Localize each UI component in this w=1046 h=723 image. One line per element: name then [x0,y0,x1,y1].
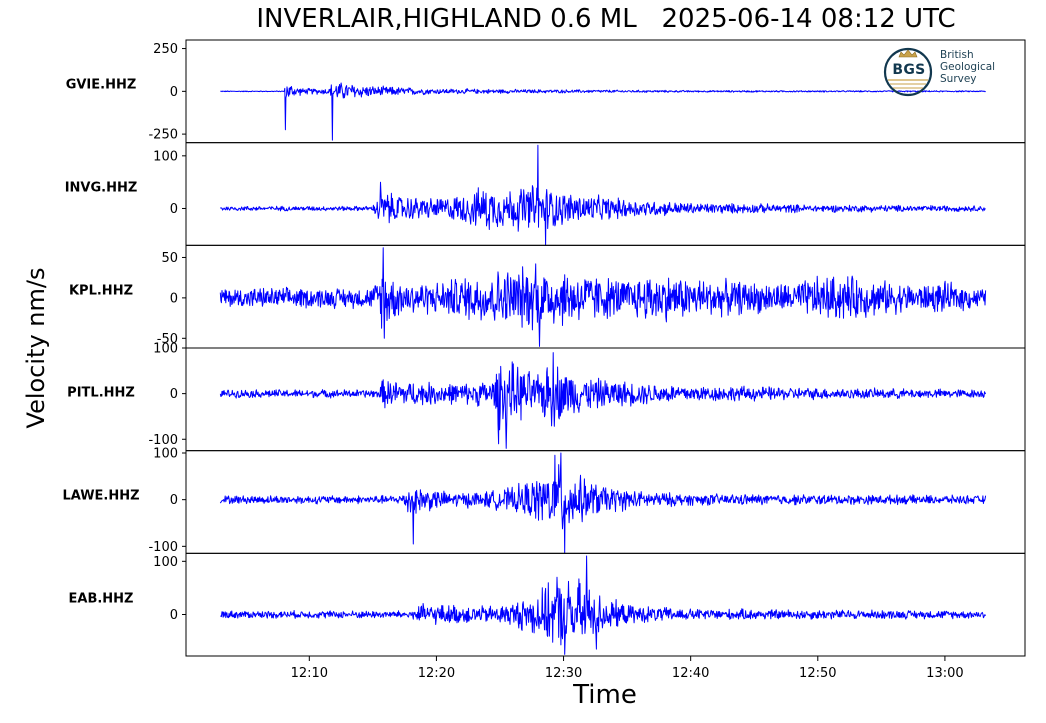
x-tick-label: 12:10 [291,666,328,681]
y-tick-label: -50 [157,332,178,347]
station-label: PITL.HHZ [67,385,135,401]
chart-title: INVERLAIR,HIGHLAND 0.6 ML 2025-06-14 08:… [256,4,956,34]
x-tick-label: 13:00 [926,666,963,681]
logo-line: British [940,49,974,61]
panel-frame [185,347,1026,452]
y-tick-label: 0 [170,493,178,508]
station-label: INVG.HHZ [64,180,138,196]
y-tick-label: -250 [148,128,178,143]
trace-invg.hhz [219,144,986,246]
y-tick-label: 0 [170,85,178,100]
trace-eab.hhz [220,555,987,655]
y-tick-label: 100 [153,555,178,570]
y-tick-label: -100 [148,540,178,555]
x-tick-label: 12:30 [545,666,582,681]
y-tick-label: 50 [161,251,178,266]
y-tick-label: 0 [170,202,178,217]
x-axis-label: Time [573,680,637,710]
station-label: GVIE.HHZ [65,77,137,93]
bgs-logo: BGS British Geological Survey [882,46,1012,98]
y-tick-label: 0 [170,608,178,623]
logo-line: Survey [940,73,977,85]
station-label: KPL.HHZ [68,283,133,299]
logo-line: Geological [940,61,996,73]
logo-text: British Geological Survey [940,49,995,85]
y-tick-label: 100 [153,447,178,462]
x-tick-label: 12:50 [799,666,836,681]
y-tick-label: 0 [170,291,178,306]
y-tick-label: 100 [153,149,178,164]
panel-frame [185,142,1026,246]
logo-letters: BGS [892,62,926,78]
y-tick-label: 250 [153,42,178,57]
station-label: EAB.HHZ [68,591,134,607]
y-tick-label: 100 [153,342,178,357]
panel-frame [185,552,1026,657]
y-tick-label: -100 [148,433,178,448]
trace-kpl.hhz [219,247,987,347]
trace-gvie.hhz [220,82,986,141]
station-label: LAWE.HHZ [62,488,140,504]
y-tick-label: 0 [170,387,178,402]
trace-pitl.hhz [219,352,987,449]
trace-lawe.hhz [219,452,987,554]
x-tick-label: 12:40 [672,666,709,681]
x-tick-label: 12:20 [418,666,455,681]
